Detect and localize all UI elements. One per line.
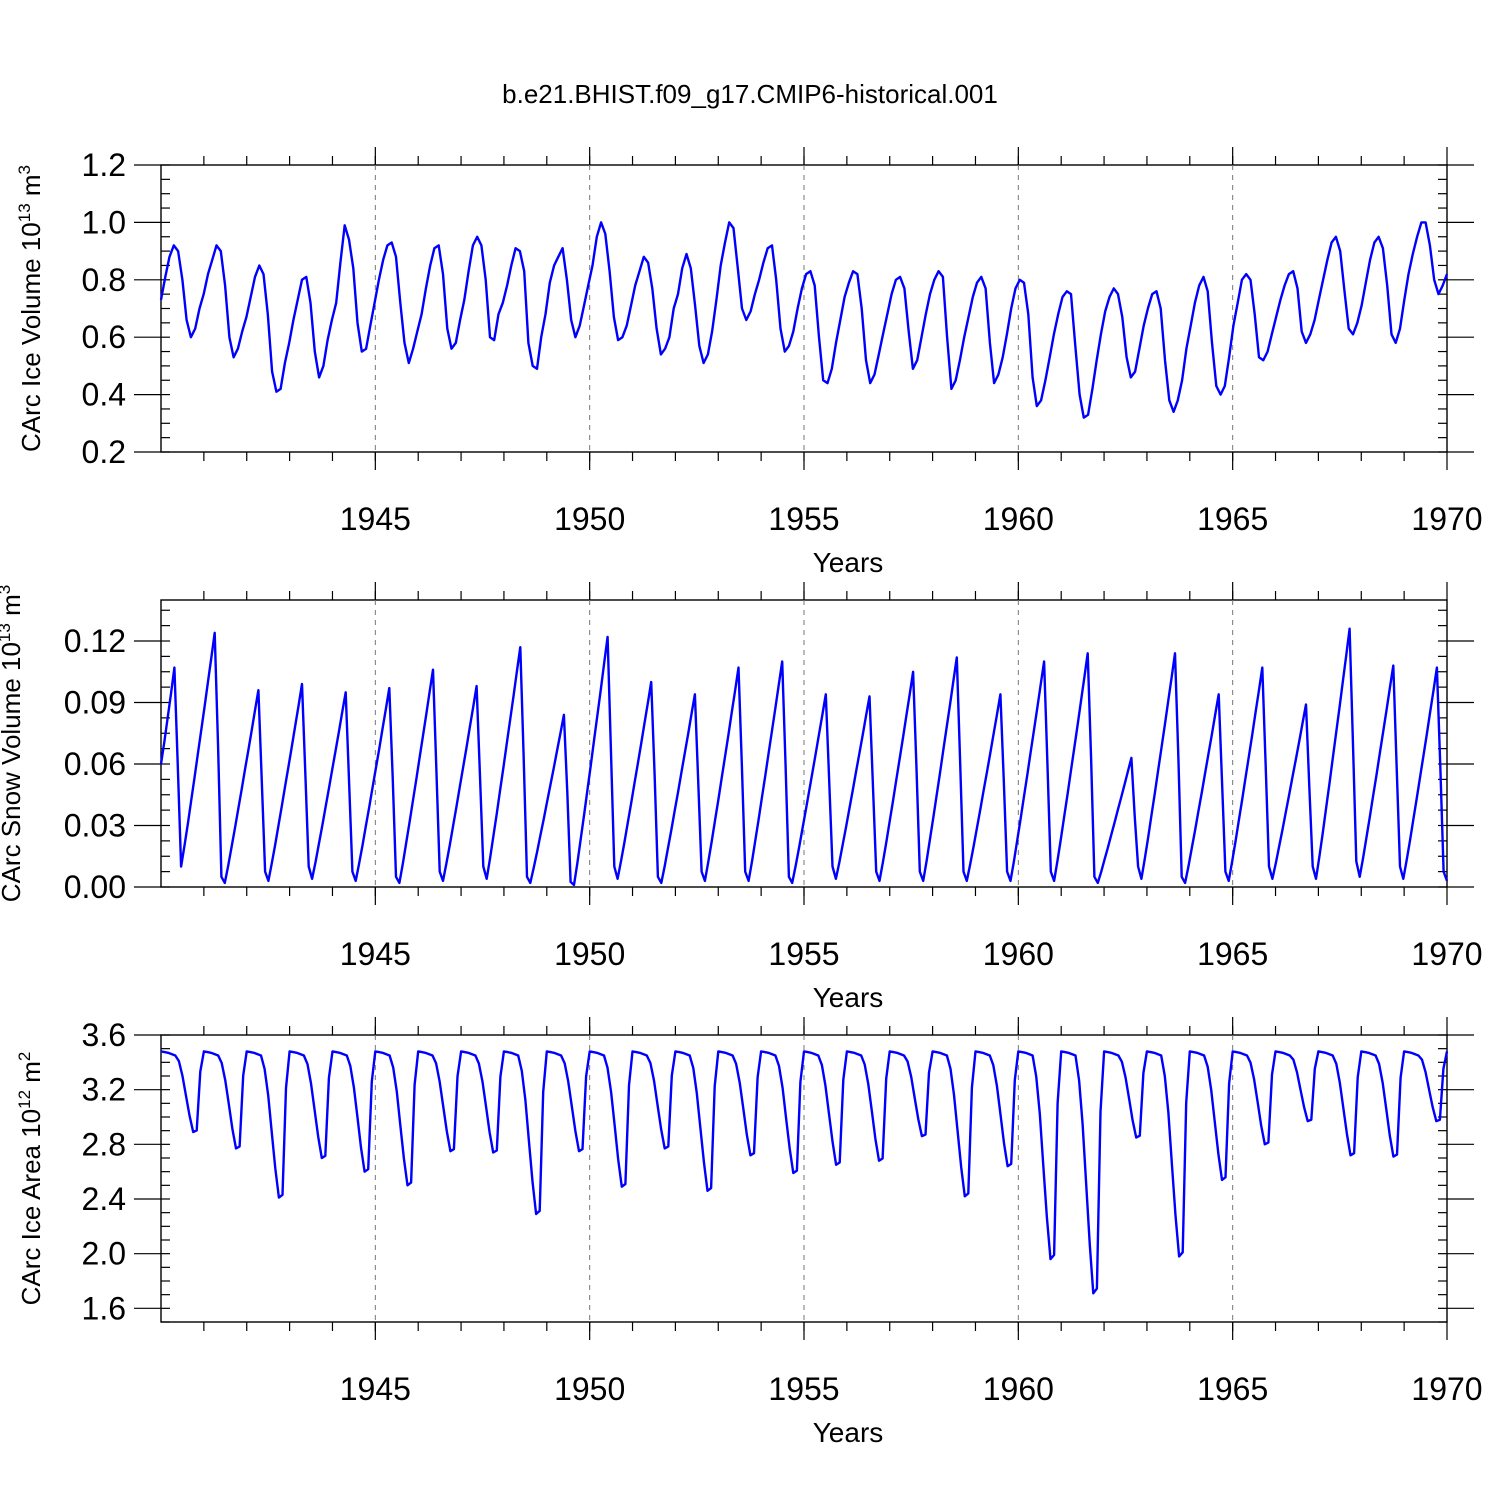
x-axis-label: Years [813,982,884,1013]
x-tick-label: 1970 [1411,501,1482,537]
y-tick-label: 1.0 [82,204,126,240]
x-tick-label: 1960 [983,1371,1054,1407]
x-tick-label: 1955 [768,1371,839,1407]
series-line-carc-snow-volume [159,627,1449,887]
y-tick-label: 2.0 [82,1236,126,1272]
y-tick-label: 1.2 [82,147,126,183]
panels: 1945 1950 1955 1960 1965 1970 0.2 0.4 0.6 0.8 1.0 1… [0,147,1483,1448]
x-tick-label: 1955 [768,936,839,972]
y-tick-label: 0.12 [64,623,126,659]
x-axis-label: Years [813,1417,884,1448]
x-tick-label: 1970 [1411,936,1482,972]
x-axis-label: Years [813,547,884,578]
series-line-carc-ice-area [160,1050,1449,1295]
y-axis-label-exponent: 12 [15,1090,34,1109]
y-axis-label-unit: m [0,594,26,623]
figure-title: b.e21.BHIST.f09_g17.CMIP6-historical.001 [502,79,998,109]
x-tick-label: 1950 [554,936,625,972]
y-tick-label: 2.8 [82,1126,126,1162]
x-tick-label: 1955 [768,501,839,537]
panel-2: 1945 1950 1955 1960 1965 1970 0.00 0.03 0.06 0.09… [0,582,1483,1013]
y-tick-label: 3.2 [82,1072,126,1108]
x-tick-label: 1965 [1197,501,1268,537]
y-tick-label: 0.2 [82,434,126,470]
y-tick-label: 0.09 [64,685,126,721]
y-axis-label-main: CArc Ice Area 10 [16,1109,46,1306]
x-tick-label: 1950 [554,1371,625,1407]
y-axis-label-main: CArc Snow Volume 10 [0,642,26,902]
y-axis-label-main: CArc Ice Volume 10 [16,222,46,452]
y-tick-label: 2.4 [82,1181,126,1217]
y-tick-label: 1.6 [82,1290,126,1326]
x-tick-label: 1945 [340,501,411,537]
y-axis-label-exponent: 13 [0,623,14,642]
series-line-carc-ice-volume [159,221,1449,419]
panel-3: 1945 1950 1955 1960 1965 1970 1.6 2.0 2.4 2.8 3.2 3… [15,1017,1483,1448]
y-axis-label-unit-exponent: 3 [0,585,14,594]
y-tick-label: 0.03 [64,808,126,844]
x-tick-label: 1965 [1197,1371,1268,1407]
y-axis-label: CArc Snow Volume 1013 m3 [0,585,26,902]
x-tick-label: 1945 [340,936,411,972]
x-tick-label: 1945 [340,1371,411,1407]
panel-1: 1945 1950 1955 1960 1965 1970 0.2 0.4 0.6 0.8 1.0 1… [15,147,1483,578]
y-axis-label-unit-exponent: 2 [15,1052,34,1061]
y-tick-label: 0.4 [82,377,126,413]
y-axis-label: CArc Ice Area 1012 m2 [15,1052,46,1306]
x-tick-label: 1950 [554,501,625,537]
y-axis-label-unit: m [16,174,46,203]
y-tick-label: 0.6 [82,319,126,355]
x-tick-label: 1960 [983,936,1054,972]
y-axis-label: CArc Ice Volume 1013 m3 [15,165,46,452]
y-axis-label-exponent: 13 [15,203,34,222]
y-axis-label-unit: m [16,1061,46,1090]
y-tick-label: 0.8 [82,262,126,298]
y-tick-label: 0.00 [64,869,126,905]
y-tick-label: 0.06 [64,746,126,782]
x-tick-label: 1960 [983,501,1054,537]
y-tick-label: 3.6 [82,1017,126,1053]
x-tick-label: 1970 [1411,1371,1482,1407]
x-tick-label: 1965 [1197,936,1268,972]
y-axis-label-unit-exponent: 3 [15,165,34,174]
